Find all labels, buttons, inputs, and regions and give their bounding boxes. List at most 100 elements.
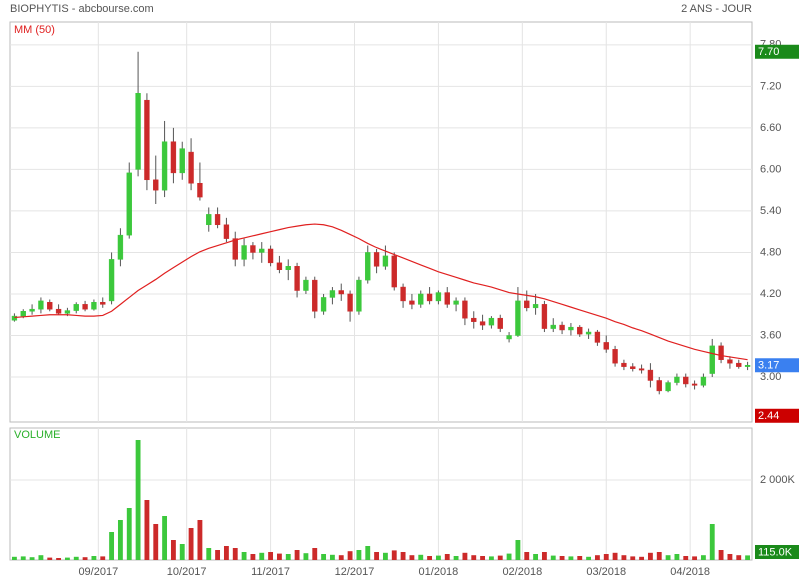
volume-bar [533, 554, 539, 560]
moving-average [14, 223, 748, 361]
y-tick-label: 5.40 [760, 205, 781, 217]
candle-body [515, 300, 521, 336]
volume-bar [709, 524, 715, 560]
candle-body [488, 317, 495, 326]
candle-body [418, 293, 424, 305]
volume-bar [462, 552, 468, 560]
volume-bar [427, 556, 433, 560]
candle-body [506, 335, 512, 340]
candle-body [232, 238, 238, 260]
volume-bar [117, 520, 123, 560]
candle-body [188, 151, 194, 184]
candle-body [223, 224, 230, 239]
period: 2 ANS - JOUR [681, 3, 752, 15]
candle-body [462, 300, 468, 319]
volume-bar [347, 551, 353, 560]
candle-body [479, 321, 486, 326]
candle-body [347, 293, 353, 312]
volume-bar [91, 556, 97, 560]
volume-bar [647, 552, 653, 560]
candle-body [11, 315, 18, 321]
candle-body [365, 252, 371, 281]
volume-bar [541, 552, 547, 560]
volume-bar [674, 554, 680, 560]
volume-bar [559, 556, 565, 560]
candle-body [294, 266, 300, 291]
volume-tick-label: 2 000K [760, 474, 796, 486]
value-marker-label: 7.70 [758, 46, 779, 58]
volume-bar [144, 500, 150, 560]
volume-bar [524, 552, 530, 560]
volume-bar [215, 550, 221, 560]
volume-bar [630, 556, 636, 560]
value-marker [755, 44, 799, 59]
candle-body [373, 252, 380, 267]
volume-bar [745, 555, 751, 560]
candle-body [691, 383, 698, 386]
volume-bar [444, 554, 450, 560]
value-marker-label: 3.17 [758, 360, 779, 372]
volume-bar [250, 554, 256, 560]
candle-body [550, 324, 556, 329]
volume-bar [56, 558, 62, 560]
volume-bar [179, 544, 185, 560]
candle-body [630, 366, 636, 369]
y-tick-label: 4.80 [760, 246, 781, 258]
x-tick-label: 03/2018 [586, 566, 626, 578]
volume-bar [294, 550, 300, 560]
volume-bar [418, 554, 424, 560]
volume-bar [471, 555, 477, 560]
candle-body [320, 297, 327, 312]
candle-body [161, 141, 168, 191]
volume-bar [100, 556, 106, 560]
volume-bar [20, 556, 26, 560]
candle-body [727, 359, 733, 364]
volume-bar [568, 556, 574, 560]
candle-body [64, 310, 71, 314]
candle-body [541, 304, 548, 329]
candle-body [497, 317, 503, 329]
price-panel [9, 21, 753, 423]
x-tick-label: 12/2017 [335, 566, 375, 578]
x-tick-label: 10/2017 [167, 566, 207, 578]
y-tick-label: 7.20 [760, 80, 781, 92]
volume-bar [603, 554, 609, 560]
volume-bar [109, 532, 115, 560]
volume-bar [480, 556, 486, 560]
volume-bar [665, 555, 671, 560]
candle-body [73, 304, 79, 311]
volume-bar [206, 548, 212, 560]
volume-bar [285, 554, 291, 560]
candle-body [285, 266, 291, 271]
volume-bar [232, 548, 238, 560]
volume-bar [594, 555, 600, 560]
candle-body [656, 380, 662, 392]
volume-bar [170, 540, 176, 560]
candle-body [47, 302, 53, 310]
volume-bar [312, 548, 318, 560]
volume-bar [38, 555, 44, 560]
volume-bar [639, 556, 645, 560]
volume-bar [683, 556, 689, 560]
candle-body [391, 255, 397, 288]
volume-bar [506, 553, 512, 560]
candle-body [585, 331, 592, 335]
volume-bar [338, 555, 344, 560]
candle-body [444, 292, 450, 305]
x-tick-label: 01/2018 [419, 566, 459, 578]
volume-bar [435, 555, 441, 560]
y-tick-label: 6.00 [760, 163, 781, 175]
volume-bar [11, 556, 17, 560]
candle-body [20, 311, 26, 317]
volume-bar [29, 557, 35, 560]
x-tick-label: 02/2018 [502, 566, 542, 578]
candle-body [259, 248, 265, 253]
candle-body [108, 259, 115, 302]
volume-bar [259, 552, 265, 560]
volume-bar [515, 540, 521, 560]
volume-bar [73, 556, 79, 560]
volume-bar [162, 516, 168, 560]
volume-bar [223, 546, 229, 560]
candle-body [338, 290, 344, 295]
